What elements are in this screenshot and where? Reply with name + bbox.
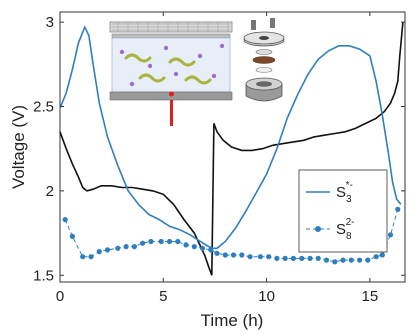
series-point-1 <box>88 254 94 260</box>
legend-entry-s3: S3 *- <box>306 180 353 205</box>
legend-label-s8: S8 2- <box>336 217 354 242</box>
series-point-1 <box>80 254 86 260</box>
legend-entry-s8: S8 2- <box>306 217 354 242</box>
series-point-1 <box>175 238 181 245</box>
series-point-1 <box>131 244 137 250</box>
y-axis-title: Voltage (V) <box>9 105 28 189</box>
series-point-1 <box>274 255 280 261</box>
series-point-1 <box>357 257 363 263</box>
series-point-1 <box>183 242 189 248</box>
x-tick-label: 10 <box>258 288 275 305</box>
legend: S3*- S82- <box>298 169 388 253</box>
inset-illustration <box>109 18 285 126</box>
y-tick-label: 2.5 <box>33 99 54 116</box>
series-point-1 <box>123 244 129 250</box>
series-point-1 <box>247 254 253 260</box>
series-point-1 <box>214 250 220 256</box>
y-axis: 1.5 2 2.5 3 <box>33 14 405 284</box>
series-point-1 <box>373 254 379 260</box>
series-point-1 <box>299 255 305 261</box>
series-point-1 <box>257 254 263 260</box>
series-point-1 <box>340 257 346 263</box>
legend-label-s3-base: S <box>336 184 346 201</box>
series-point-1 <box>290 255 296 261</box>
series-point-1 <box>266 254 272 260</box>
series-point-1 <box>208 247 214 253</box>
series-point-1 <box>166 238 173 245</box>
legend-label-s3: S3 *- <box>336 180 353 205</box>
series-point-1 <box>191 244 197 250</box>
series-point-1 <box>379 252 385 258</box>
legend-marker-s8 <box>315 226 321 232</box>
x-tick-label: 15 <box>362 288 379 305</box>
y-tick-label: 2 <box>46 183 54 200</box>
series-point-1 <box>199 245 206 251</box>
legend-label-s8-sup: 2- <box>346 217 355 228</box>
legend-label-s3-sup: *- <box>346 180 353 191</box>
series-point-1 <box>387 232 394 238</box>
series-line-0 <box>59 25 402 250</box>
series-point-1 <box>323 257 330 263</box>
device-exploded-drawing <box>243 18 285 102</box>
legend-label-s8-base: S <box>336 221 346 238</box>
series-point-1 <box>395 206 401 212</box>
series-point-1 <box>365 257 371 263</box>
x-tick-label: 0 <box>56 288 64 305</box>
legend-label-s3-sub: 3 <box>346 194 352 205</box>
series-point-1 <box>148 238 154 245</box>
series-point-1 <box>140 240 146 246</box>
legend-box <box>298 169 388 253</box>
series-point-1 <box>115 245 121 251</box>
x-tick-label: 5 <box>159 288 167 305</box>
series-point-1 <box>315 255 321 261</box>
series-point-1 <box>332 259 338 265</box>
x-axis: 0 5 10 15 <box>56 12 378 305</box>
series-point-1 <box>307 255 313 261</box>
series-point-1 <box>158 238 164 245</box>
y-tick-label: 3 <box>46 14 54 31</box>
series-point-1 <box>104 247 111 253</box>
legend-label-s8-sub: 8 <box>346 231 352 242</box>
x-axis-title: Time (h) <box>201 311 264 330</box>
series-layer <box>59 22 404 276</box>
series-point-1 <box>348 257 354 263</box>
series-point-1 <box>282 255 288 261</box>
series-point-1 <box>230 252 237 258</box>
series-line-2 <box>59 22 404 276</box>
series-point-1 <box>62 217 68 223</box>
series-point-1 <box>69 233 75 239</box>
series-point-1 <box>239 252 245 258</box>
series-point-1 <box>96 249 102 255</box>
series-point-1 <box>222 252 228 258</box>
y-tick-label: 1.5 <box>33 267 54 284</box>
cell-drawing <box>109 21 233 126</box>
